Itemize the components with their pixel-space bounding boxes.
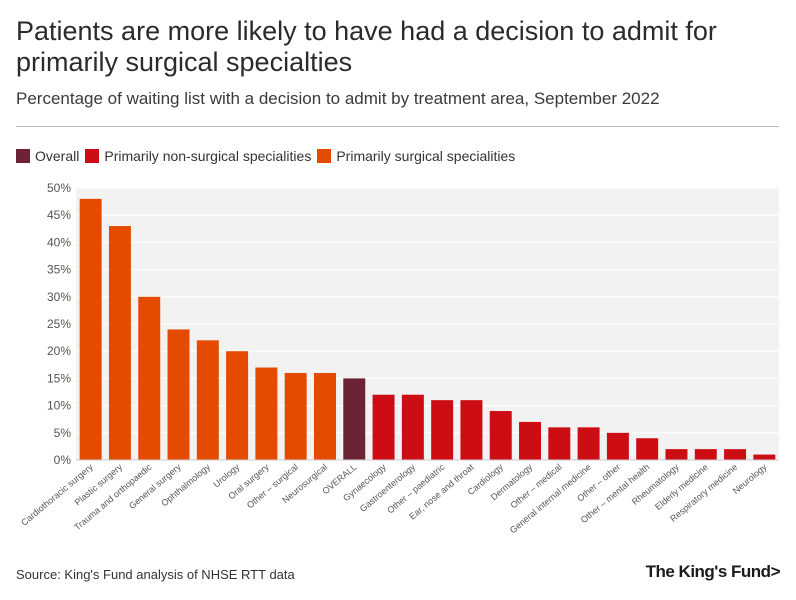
bar bbox=[519, 421, 542, 460]
bar bbox=[138, 296, 161, 460]
x-tick-label: Other – surgical bbox=[245, 462, 300, 510]
header-divider bbox=[16, 126, 779, 127]
bar bbox=[489, 411, 512, 460]
bar bbox=[460, 400, 483, 460]
legend-label-non-surgical: Primarily non-surgical specialities bbox=[104, 148, 312, 164]
bar bbox=[313, 372, 336, 460]
bar bbox=[753, 454, 776, 460]
kings-fund-logo: The King's Fund> bbox=[645, 562, 781, 581]
y-tick-label: 40% bbox=[47, 235, 71, 249]
y-tick-label: 50% bbox=[47, 181, 71, 195]
bar bbox=[606, 432, 629, 460]
bar bbox=[226, 351, 249, 460]
bar bbox=[196, 340, 219, 460]
bar bbox=[665, 449, 688, 460]
bar bbox=[255, 367, 278, 460]
bar bbox=[372, 394, 395, 460]
bar bbox=[548, 427, 571, 460]
bar bbox=[108, 226, 131, 460]
legend-label-surgical: Primarily surgical specialities bbox=[336, 148, 516, 164]
legend-item-surgical: Primarily surgical specialities bbox=[317, 148, 515, 164]
y-tick-label: 10% bbox=[47, 399, 71, 413]
legend-swatch-non-surgical bbox=[85, 149, 100, 163]
y-tick-label: 25% bbox=[47, 317, 71, 331]
y-tick-label: 45% bbox=[47, 208, 71, 222]
bar bbox=[431, 400, 454, 460]
legend-swatch-overall bbox=[16, 149, 30, 163]
y-tick-label: 35% bbox=[47, 263, 71, 277]
bar bbox=[694, 449, 717, 460]
bar bbox=[284, 372, 307, 460]
y-tick-label: 20% bbox=[47, 344, 71, 358]
legend-item-overall: Overall bbox=[16, 148, 79, 164]
legend-swatch-surgical bbox=[317, 149, 332, 163]
legend-label-overall: Overall bbox=[35, 148, 80, 164]
chart-title: Patients are more likely to have had a d… bbox=[16, 16, 717, 77]
y-tick-label: 15% bbox=[47, 371, 71, 385]
y-tick-label: 5% bbox=[54, 426, 72, 440]
legend: Overall Primarily non-surgical specialit… bbox=[16, 146, 521, 166]
bar bbox=[401, 394, 424, 460]
legend-item-non-surgical: Primarily non-surgical specialities bbox=[85, 148, 311, 164]
bar bbox=[343, 378, 366, 460]
y-tick-label: 0% bbox=[54, 453, 72, 467]
bar bbox=[79, 198, 102, 460]
source-note: Source: King's Fund analysis of NHSE RTT… bbox=[16, 567, 295, 582]
bar bbox=[577, 427, 600, 460]
bar bbox=[167, 329, 190, 460]
bar bbox=[724, 449, 747, 460]
bar-chart: 0%5%10%15%20%25%30%35%40%45%50%Cardiotho… bbox=[19, 181, 779, 535]
bar bbox=[636, 438, 659, 460]
x-tick-label: General surgery bbox=[127, 462, 183, 511]
chart-subtitle: Percentage of waiting list with a decisi… bbox=[16, 89, 660, 108]
y-tick-label: 30% bbox=[47, 290, 71, 304]
